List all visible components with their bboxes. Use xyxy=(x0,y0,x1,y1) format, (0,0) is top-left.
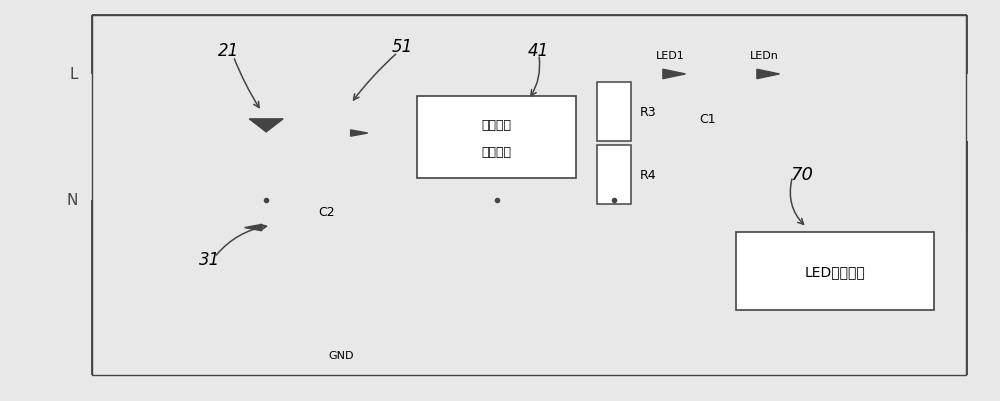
Text: N: N xyxy=(67,193,78,208)
Text: 21: 21 xyxy=(218,42,239,60)
Text: C1: C1 xyxy=(700,113,716,126)
Polygon shape xyxy=(351,131,368,137)
Polygon shape xyxy=(245,225,262,231)
Text: LEDn: LEDn xyxy=(750,51,779,61)
Text: 导通时间: 导通时间 xyxy=(482,119,512,132)
Polygon shape xyxy=(663,70,685,79)
Text: LED1: LED1 xyxy=(656,51,685,61)
Bar xyxy=(597,83,631,142)
Polygon shape xyxy=(757,70,779,79)
Polygon shape xyxy=(249,119,283,132)
Text: 控制芯片: 控制芯片 xyxy=(482,146,512,159)
Text: 41: 41 xyxy=(528,42,549,60)
Bar xyxy=(417,96,576,179)
Text: C2: C2 xyxy=(318,205,335,218)
Bar xyxy=(736,232,934,310)
Text: 70: 70 xyxy=(790,166,814,184)
Bar xyxy=(597,146,631,205)
Text: 51: 51 xyxy=(392,38,413,56)
Text: L: L xyxy=(70,67,78,82)
Text: LED驱动芯片: LED驱动芯片 xyxy=(805,264,865,278)
Text: R3: R3 xyxy=(639,105,656,119)
Text: 31: 31 xyxy=(199,251,220,268)
Text: R4: R4 xyxy=(639,168,656,181)
Text: GND: GND xyxy=(329,350,354,360)
